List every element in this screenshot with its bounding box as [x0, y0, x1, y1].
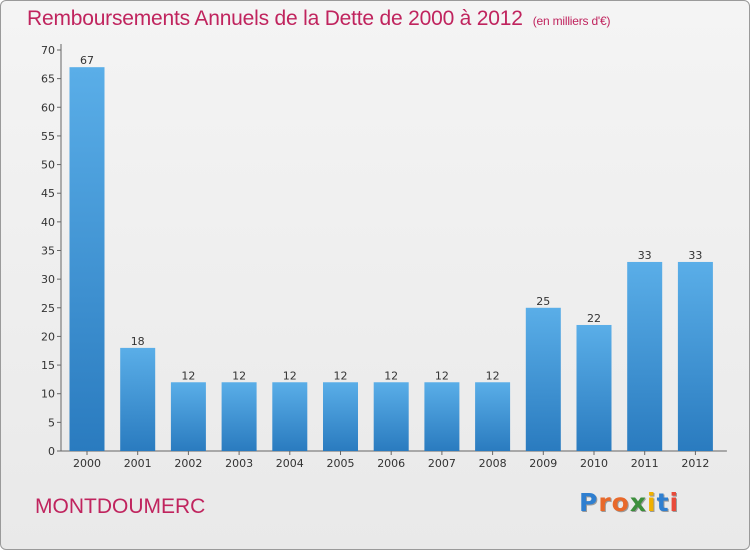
y-tick-label: 35: [41, 245, 55, 258]
value-label: 33: [638, 249, 652, 262]
value-label: 12: [486, 369, 500, 382]
y-tick-label: 20: [41, 330, 55, 343]
value-label: 12: [181, 369, 195, 382]
bar: [677, 261, 713, 451]
logo-letter: x: [629, 488, 647, 517]
y-tick-label: 65: [41, 73, 55, 86]
x-tick-label: 2011: [631, 457, 659, 470]
bar: [120, 347, 156, 451]
x-tick-label: 2009: [529, 457, 557, 470]
x-tick-label: 2002: [174, 457, 202, 470]
value-label: 12: [334, 369, 348, 382]
value-label: 25: [536, 295, 550, 308]
y-tick-label: 60: [41, 101, 55, 114]
y-tick-label: 40: [41, 216, 55, 229]
logo-letter: i: [669, 488, 680, 517]
y-tick-label: 25: [41, 302, 55, 315]
y-tick-label: 0: [48, 445, 55, 458]
proxiti-logo: Proxiti: [579, 488, 679, 517]
bar: [525, 307, 561, 451]
x-tick-label: 2010: [580, 457, 608, 470]
y-tick-label: 70: [41, 44, 55, 57]
y-tick-label: 5: [48, 416, 55, 429]
x-tick-label: 2012: [681, 457, 709, 470]
bars: [69, 67, 713, 451]
chart-title: Remboursements Annuels de la Dette de 20…: [27, 7, 610, 31]
bar: [272, 382, 308, 451]
x-tick-label: 2004: [276, 457, 304, 470]
logo-letter: t: [656, 488, 670, 517]
chart-title-text: Remboursements Annuels de la Dette de 20…: [27, 7, 523, 30]
commune-name: MONTDOUMERC: [35, 495, 206, 518]
x-tick-label: 2000: [73, 457, 101, 470]
value-label: 12: [283, 369, 297, 382]
y-tick-label: 30: [41, 273, 55, 286]
bar: [373, 382, 409, 451]
bar: [475, 382, 511, 451]
value-label: 33: [688, 249, 702, 262]
logo-letter: P: [579, 488, 599, 517]
y-tick-label: 45: [41, 187, 55, 200]
value-label: 22: [587, 312, 601, 325]
labels: 0 5 10 15 20 25 30 35 40 45 50 55 60 65 70 67 2000 18 2001…: [41, 44, 709, 470]
bar: [627, 261, 663, 451]
x-tick-label: 2001: [124, 457, 152, 470]
value-label: 18: [131, 335, 145, 348]
bar: [69, 67, 105, 451]
y-tick-label: 55: [41, 130, 55, 143]
bar: [424, 382, 460, 451]
x-tick-label: 2003: [225, 457, 253, 470]
bar: [221, 382, 257, 451]
x-tick-label: 2008: [479, 457, 507, 470]
logo-letter: i: [647, 488, 657, 517]
logo-letter: r: [598, 488, 612, 517]
y-tick-label: 15: [41, 359, 55, 372]
unit-note: (en milliers d'€): [532, 14, 611, 28]
y-tick-label: 50: [41, 159, 55, 172]
x-tick-label: 2007: [428, 457, 456, 470]
bar: [323, 382, 358, 451]
x-tick-label: 2006: [377, 457, 405, 470]
bar: [576, 324, 612, 451]
value-label: 12: [435, 369, 449, 382]
value-label: 12: [384, 369, 398, 382]
value-label: 12: [232, 369, 246, 382]
logo-letter: o: [611, 488, 630, 517]
x-tick-label: 2005: [327, 457, 355, 470]
value-label: 67: [80, 54, 94, 67]
bar: [170, 382, 206, 451]
y-tick-label: 10: [41, 388, 55, 401]
